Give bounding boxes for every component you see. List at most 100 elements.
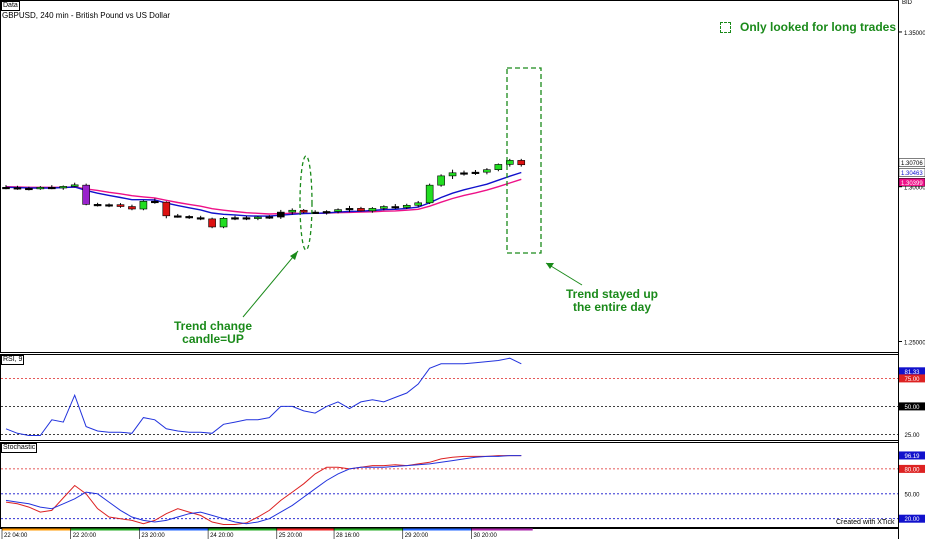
candle-body bbox=[93, 204, 102, 207]
ema-slow-price-label: 1.30399 bbox=[901, 181, 923, 187]
time-tick-label: 30 20:00 bbox=[473, 533, 497, 539]
time-tick-label: 25 20:00 bbox=[279, 533, 303, 539]
rsi-label-box bbox=[899, 374, 925, 383]
candle-body bbox=[185, 216, 193, 219]
session-color-bar bbox=[334, 528, 403, 531]
session-color-bar bbox=[208, 528, 277, 531]
candle-body bbox=[70, 184, 79, 187]
candle-body bbox=[402, 204, 411, 208]
candle-body bbox=[471, 171, 480, 174]
candle-body bbox=[219, 217, 228, 228]
trend-change-label: Trend change candle=UP bbox=[165, 320, 261, 346]
time-tick-label: 23 20:00 bbox=[141, 533, 165, 539]
candle-body bbox=[299, 209, 308, 213]
ema-fast-price-label-box bbox=[898, 168, 925, 177]
time-tick-label: 29 20:00 bbox=[405, 533, 429, 539]
current-price-label-box bbox=[898, 158, 925, 167]
candle-body bbox=[231, 217, 239, 220]
stochastic-d-line bbox=[5, 455, 522, 525]
candle-body bbox=[36, 187, 45, 190]
candle-body bbox=[265, 216, 274, 219]
price-tick-label: 1.35000 bbox=[904, 31, 925, 37]
candle-body bbox=[13, 187, 22, 190]
candle-body bbox=[391, 206, 400, 209]
session-color-bar bbox=[402, 528, 472, 531]
candle-body bbox=[242, 217, 251, 220]
trend-up-label: Trend stayed up the entire day bbox=[557, 288, 667, 314]
candle-body bbox=[414, 202, 423, 206]
trend-change-arrow-line bbox=[242, 250, 299, 318]
candle-body bbox=[517, 160, 526, 166]
candle-body bbox=[139, 200, 148, 210]
candle-body bbox=[162, 201, 171, 217]
candle-body bbox=[437, 175, 445, 186]
candle-body bbox=[208, 218, 216, 228]
session-color-bar bbox=[276, 528, 335, 531]
price-tick-label: 1.30000 bbox=[904, 186, 925, 192]
trend-change-ellipse bbox=[299, 155, 313, 251]
candle-body bbox=[494, 164, 503, 170]
stochastic-level-label: 20.00 bbox=[904, 517, 920, 523]
ema-slow-price-label-box bbox=[898, 178, 925, 187]
rsi-title: RSI, 9 bbox=[1, 355, 25, 365]
time-tick-label: 22 04:00 bbox=[4, 533, 28, 539]
candle-body bbox=[288, 209, 297, 213]
candle-body bbox=[334, 209, 342, 212]
trend-up-arrowhead bbox=[546, 263, 554, 269]
session-color-bar bbox=[471, 528, 533, 531]
data-tag: Data bbox=[1, 1, 20, 11]
candle-body bbox=[483, 169, 491, 173]
candle-body bbox=[25, 187, 33, 191]
rsi-level-label: 50.00 bbox=[904, 405, 920, 411]
trend-change-line2: candle=UP bbox=[182, 332, 244, 346]
candle-body bbox=[47, 187, 56, 190]
candle-body bbox=[59, 186, 68, 189]
current-price-label: 1.30706 bbox=[901, 161, 923, 167]
footer-credit: Created with XTick bbox=[836, 519, 895, 526]
candle-body bbox=[2, 187, 10, 190]
stochastic-label-box bbox=[899, 451, 925, 460]
candle-body bbox=[460, 172, 468, 175]
candle-body bbox=[380, 206, 388, 209]
rsi-level-label: 25.00 bbox=[904, 433, 920, 439]
candle-body bbox=[425, 184, 434, 204]
ema-slow-line bbox=[5, 178, 522, 215]
candle-body bbox=[311, 211, 319, 214]
chart-title: GBPUSD, 240 min - British Pound vs US Do… bbox=[2, 11, 171, 20]
candle-body bbox=[173, 215, 182, 218]
trend-change-arrowhead bbox=[290, 251, 298, 260]
candle-body bbox=[254, 216, 262, 219]
trend-up-dashed-box bbox=[506, 67, 542, 254]
stochastic-level-label: 96.19 bbox=[904, 454, 920, 460]
session-color-bar bbox=[70, 528, 140, 531]
candle-body bbox=[505, 160, 514, 165]
stochastic-label-box bbox=[899, 464, 925, 473]
candle-body bbox=[105, 204, 113, 207]
rsi-label-box bbox=[899, 367, 925, 376]
price-tick-label: 1.25000 bbox=[904, 340, 925, 346]
session-color-bar bbox=[139, 528, 209, 531]
rsi-line bbox=[5, 357, 522, 436]
stochastic-level-label: 50.00 bbox=[904, 492, 920, 498]
ema-fast-line bbox=[5, 171, 522, 217]
candle-body bbox=[82, 184, 90, 205]
candle-body bbox=[357, 208, 365, 212]
rsi-level-label: 81.33 bbox=[904, 370, 920, 376]
trend-up-line1: Trend stayed up bbox=[565, 287, 659, 301]
legend-dashed-box bbox=[720, 22, 731, 33]
candle-body bbox=[345, 208, 354, 211]
stochastic-label-box bbox=[899, 489, 925, 498]
candle-body bbox=[128, 206, 136, 210]
candle-body bbox=[322, 211, 331, 214]
candle-body bbox=[448, 172, 457, 177]
candle-body bbox=[151, 200, 159, 204]
rsi-level-label: 75.00 bbox=[904, 377, 920, 383]
candle-body bbox=[368, 208, 377, 212]
stochastic-label-box bbox=[899, 514, 925, 523]
rsi-label-box bbox=[899, 430, 925, 439]
trend-up-arrow-line bbox=[545, 262, 583, 286]
legend-text: Only looked for long trades bbox=[740, 20, 897, 34]
rsi-label-box bbox=[899, 402, 925, 411]
